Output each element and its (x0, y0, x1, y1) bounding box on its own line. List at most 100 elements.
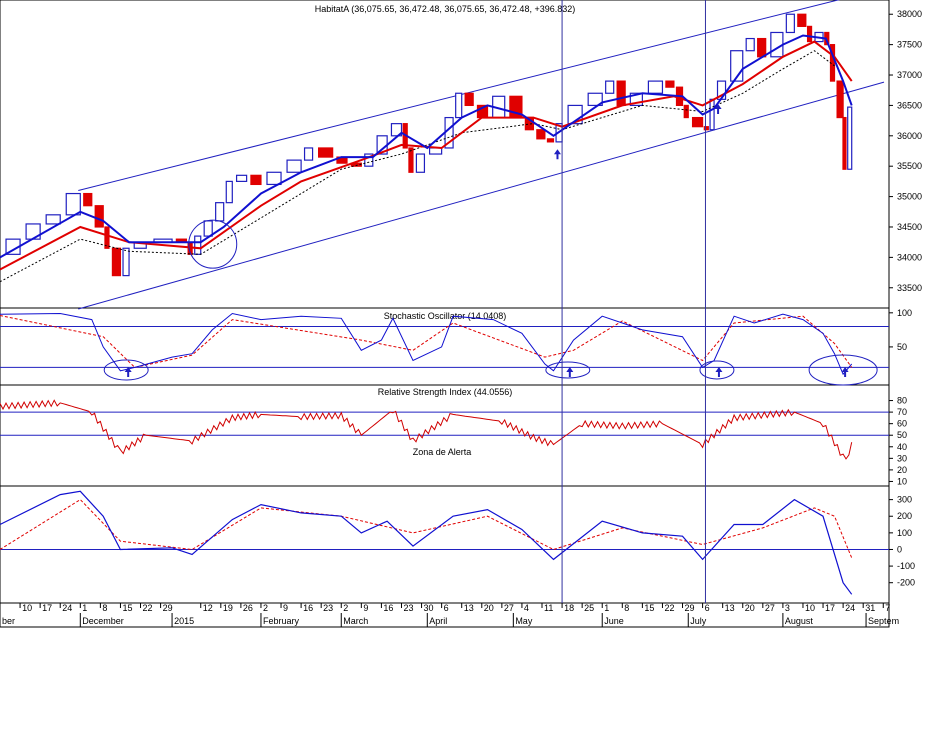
x-day-label: 19 (223, 603, 233, 613)
x-day-label: 12 (203, 603, 213, 613)
x-month-label: July (690, 616, 707, 626)
x-day-label: 8 (624, 603, 629, 613)
stochastic-arrow (715, 367, 723, 377)
y-tick-label: 36000 (897, 131, 922, 141)
stochastic-title: Stochastic Oscillator (14.0408) (384, 311, 507, 321)
down-bar (94, 205, 104, 228)
up-bar (455, 92, 463, 119)
down-bar (691, 116, 704, 128)
x-day-label: 22 (143, 603, 153, 613)
stochastic-signal-ellipse (808, 354, 878, 386)
y-tick-label: 300 (897, 495, 912, 505)
x-day-label: 8 (102, 603, 107, 613)
x-day-label: 10 (805, 603, 815, 613)
stochastic-d-line (0, 315, 853, 368)
down-bar (408, 147, 414, 173)
y-tick-label: 70 (897, 407, 907, 417)
x-day-label: 9 (283, 603, 288, 613)
down-bar (665, 80, 675, 88)
up-bar (415, 153, 426, 173)
x-day-label: 13 (464, 603, 474, 613)
down-bar (683, 104, 689, 119)
y-tick-label: 37000 (897, 70, 922, 80)
down-bar (318, 147, 334, 158)
x-day-label: 16 (383, 603, 393, 613)
x-month-label: June (604, 616, 624, 626)
up-bar (122, 247, 130, 277)
y-tick-label: 33500 (897, 283, 922, 293)
x-month-label: August (785, 616, 814, 626)
down-bar (546, 138, 555, 143)
down-bar (536, 129, 546, 140)
x-day-label: 16 (303, 603, 313, 613)
chart-title: HabitatA (36,075.65, 36,472.48, 36,075.6… (315, 4, 575, 14)
stochastic-arrow (566, 367, 574, 377)
x-day-label: 1 (82, 603, 87, 613)
stochastic-signal-ellipse (699, 360, 735, 380)
stochastic-k-line (0, 312, 853, 376)
channel-upper-line (78, 0, 841, 191)
y-tick-label: -200 (897, 578, 915, 588)
rsi-title: Relative Strength Index (44.0556) (378, 387, 513, 397)
up-bar (215, 202, 225, 222)
x-day-label: 1 (604, 603, 609, 613)
stochastic-arrow (841, 367, 849, 377)
down-bar (104, 226, 110, 249)
x-day-label: 10 (22, 603, 32, 613)
y-tick-label: 60 (897, 419, 907, 429)
up-bar (266, 171, 282, 186)
x-day-label: 29 (163, 603, 173, 613)
channel-lower-line (78, 81, 885, 310)
rsi-line (0, 399, 853, 460)
up-bar (286, 159, 302, 173)
down-bar (83, 192, 93, 207)
x-day-label: 9 (363, 603, 368, 613)
x-month-label: February (263, 616, 300, 626)
up-bar (709, 98, 715, 131)
x-day-label: 22 (664, 603, 674, 613)
up-bar (745, 37, 755, 52)
y-tick-label: 40 (897, 442, 907, 452)
x-day-label: 29 (685, 603, 695, 613)
y-tick-label: 100 (897, 528, 912, 538)
y-tick-label: -100 (897, 561, 915, 571)
x-day-label: 11 (544, 603, 553, 613)
stochastic-signal-ellipse (103, 359, 149, 381)
x-day-label: 6 (705, 603, 710, 613)
x-day-label: 18 (564, 603, 574, 613)
down-bar (836, 80, 844, 119)
down-bar (464, 92, 474, 107)
y-tick-label: 30 (897, 453, 907, 463)
x-month-label: March (343, 616, 368, 626)
y-tick-label: 10 (897, 476, 907, 486)
x-day-label: 31 (865, 603, 875, 613)
up-bar (428, 147, 443, 155)
x-month-label: ber (2, 616, 15, 626)
x-month-label: April (429, 616, 447, 626)
up-bar (65, 192, 81, 216)
panel-frame-0 (0, 0, 890, 309)
alert-zone-label: Zona de Alerta (413, 447, 472, 457)
x-day-label: 15 (122, 603, 132, 613)
x-day-label: 20 (484, 603, 494, 613)
y-tick-label: 34500 (897, 222, 922, 232)
x-day-label: 6 (444, 603, 449, 613)
x-day-label: 13 (725, 603, 735, 613)
x-day-label: 4 (524, 603, 529, 613)
x-day-label: 17 (825, 603, 835, 613)
moving-average-dotted-line (0, 50, 835, 283)
down-bar (797, 13, 807, 27)
down-bar (703, 126, 709, 131)
x-day-label: 7 (885, 603, 890, 613)
x-month-label: 2015 (174, 616, 194, 626)
moving-average-slow-line (0, 40, 853, 271)
up-bar (605, 80, 615, 94)
stochastic-arrow (124, 367, 132, 377)
oscillator-signal-line (0, 498, 853, 558)
down-bar (616, 80, 626, 107)
oscillator-line (0, 490, 853, 595)
up-bar (225, 180, 233, 204)
buy-signal-arrow (714, 103, 722, 114)
x-day-label: 3 (785, 603, 790, 613)
